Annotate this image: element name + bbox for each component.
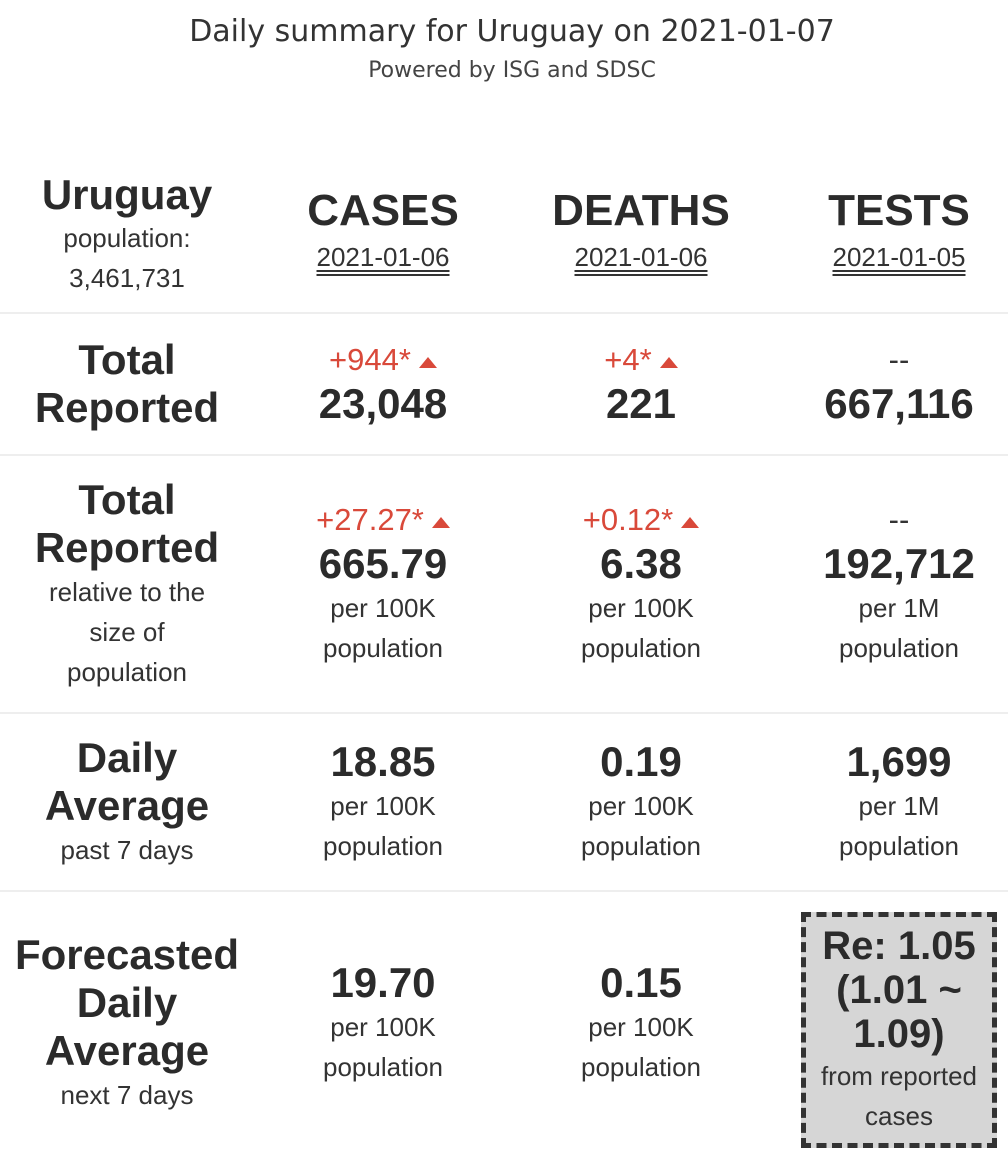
up-triangle-icon [681, 516, 700, 528]
total-cases-cell: +944* 23,048 [254, 314, 512, 454]
header-row: Uruguay population: 3,461,731 CASES 2021… [0, 150, 1008, 314]
daily-tests-cell: 1,699 per 1M population [770, 714, 1008, 890]
forecast-deaths-unit-1: per 100K [588, 1012, 694, 1042]
re-estimate-box: Re: 1.05 (1.01 ~ 1.09) from reported cas… [801, 912, 997, 1148]
total-relative-row: Total Reported relative to the size of p… [0, 456, 1008, 714]
total-relative-label-1: Total [78, 476, 176, 523]
relative-tests-change: -- [888, 502, 910, 537]
daily-deaths-unit-2: population [581, 831, 701, 861]
total-cases-change-text: +944* [329, 342, 411, 377]
deaths-header: DEATHS [552, 186, 730, 235]
re-interval-1: (1.01 ~ [836, 968, 962, 1012]
total-reported-label-cell: Total Reported [0, 314, 254, 454]
cases-date: 2021-01-06 [316, 242, 450, 272]
total-reported-label-1: Total [78, 336, 176, 383]
deaths-date: 2021-01-06 [574, 242, 708, 272]
up-triangle-icon [659, 356, 678, 368]
forecast-deaths-value: 0.15 [600, 959, 682, 1006]
re-source-2: cases [865, 1101, 933, 1131]
tests-header-cell: TESTS 2021-01-05 [770, 150, 1008, 312]
re-value: Re: 1.05 [822, 924, 976, 968]
daily-average-label-2: Average [44, 782, 210, 829]
up-triangle-icon [418, 356, 437, 368]
daily-tests-unit-2: population [839, 831, 959, 861]
relative-cases-change: +27.27* [316, 500, 450, 540]
daily-tests-unit-1: per 1M [858, 791, 940, 821]
forecast-cases-cell: 19.70 per 100K population [254, 892, 512, 1154]
daily-deaths-cell: 0.19 per 100K population [512, 714, 770, 890]
daily-cases-unit-2: population [323, 831, 443, 861]
total-reported-row: Total Reported +944* 23,048 +4* 221 -- 6… [0, 314, 1008, 456]
daily-cases-unit-1: per 100K [330, 791, 436, 821]
relative-deaths-change-text: +0.12* [582, 502, 674, 537]
daily-cases-value: 18.85 [330, 738, 436, 785]
forecast-label-3: Average [44, 1027, 210, 1074]
daily-tests-value: 1,699 [846, 738, 952, 785]
relative-tests-unit-1: per 1M [858, 593, 940, 623]
deaths-header-cell: DEATHS 2021-01-06 [512, 150, 770, 312]
forecast-cases-unit-2: population [323, 1052, 443, 1082]
population-value: 3,461,731 [69, 263, 185, 293]
total-tests-cell: -- 667,116 [770, 314, 1008, 454]
country-cell: Uruguay population: 3,461,731 [0, 150, 254, 312]
relative-cases-unit-1: per 100K [330, 593, 436, 623]
total-tests-change: -- [888, 342, 910, 377]
total-deaths-change-text: +4* [604, 342, 652, 377]
daily-deaths-unit-1: per 100K [588, 791, 694, 821]
forecast-deaths-unit-2: population [581, 1052, 701, 1082]
total-relative-sub-1: relative to the [48, 577, 206, 607]
relative-deaths-unit-1: per 100K [588, 593, 694, 623]
page-title: Daily summary for Uruguay on 2021-01-07 [189, 14, 835, 49]
forecast-deaths-cell: 0.15 per 100K population [512, 892, 770, 1154]
relative-tests-unit-2: population [839, 633, 959, 663]
re-source-1: from reported [820, 1061, 978, 1091]
re-interval-2: 1.09) [853, 1012, 945, 1056]
forecast-sub: next 7 days [60, 1080, 194, 1110]
tests-header: TESTS [828, 186, 970, 235]
forecast-cases-unit-1: per 100K [330, 1012, 436, 1042]
daily-average-row: Daily Average past 7 days 18.85 per 100K… [0, 714, 1008, 892]
cases-header: CASES [307, 186, 459, 235]
total-relative-label-cell: Total Reported relative to the size of p… [0, 456, 254, 712]
total-deaths-change: +4* [604, 340, 678, 380]
page-subtitle: Powered by ISG and SDSC [368, 58, 656, 83]
forecast-cases-value: 19.70 [330, 959, 436, 1006]
relative-deaths-change: +0.12* [583, 500, 700, 540]
forecast-label-2: Daily [76, 979, 178, 1026]
population-label: population: [63, 223, 191, 253]
total-cases-value: 23,048 [318, 380, 448, 427]
total-relative-sub-3: population [67, 657, 187, 687]
relative-deaths-cell: +0.12* 6.38 per 100K population [512, 456, 770, 712]
forecast-row: Forecasted Daily Average next 7 days 19.… [0, 892, 1008, 1154]
forecast-label-1: Forecasted [14, 931, 240, 978]
relative-tests-cell: -- 192,712 per 1M population [770, 456, 1008, 712]
total-relative-sub-2: size of [89, 617, 165, 647]
cases-header-cell: CASES 2021-01-06 [254, 150, 512, 312]
relative-tests-value: 192,712 [823, 540, 975, 587]
total-reported-label-2: Reported [34, 384, 220, 431]
daily-cases-cell: 18.85 per 100K population [254, 714, 512, 890]
relative-cases-change-text: +27.27* [316, 502, 424, 537]
forecast-label-cell: Forecasted Daily Average next 7 days [0, 892, 254, 1154]
country-name: Uruguay [41, 171, 213, 218]
daily-average-label-1: Daily [76, 734, 178, 781]
relative-cases-cell: +27.27* 665.79 per 100K population [254, 456, 512, 712]
total-cases-change: +944* [329, 340, 437, 380]
total-deaths-value: 221 [605, 380, 677, 427]
relative-cases-value: 665.79 [318, 540, 448, 587]
total-deaths-cell: +4* 221 [512, 314, 770, 454]
daily-average-label-cell: Daily Average past 7 days [0, 714, 254, 890]
up-triangle-icon [431, 516, 450, 528]
daily-average-sub: past 7 days [60, 835, 194, 865]
total-relative-label-2: Reported [34, 524, 220, 571]
total-tests-value: 667,116 [824, 380, 974, 427]
relative-deaths-value: 6.38 [600, 540, 682, 587]
relative-deaths-unit-2: population [581, 633, 701, 663]
daily-deaths-value: 0.19 [600, 738, 682, 785]
relative-cases-unit-2: population [323, 633, 443, 663]
tests-date: 2021-01-05 [832, 242, 966, 272]
